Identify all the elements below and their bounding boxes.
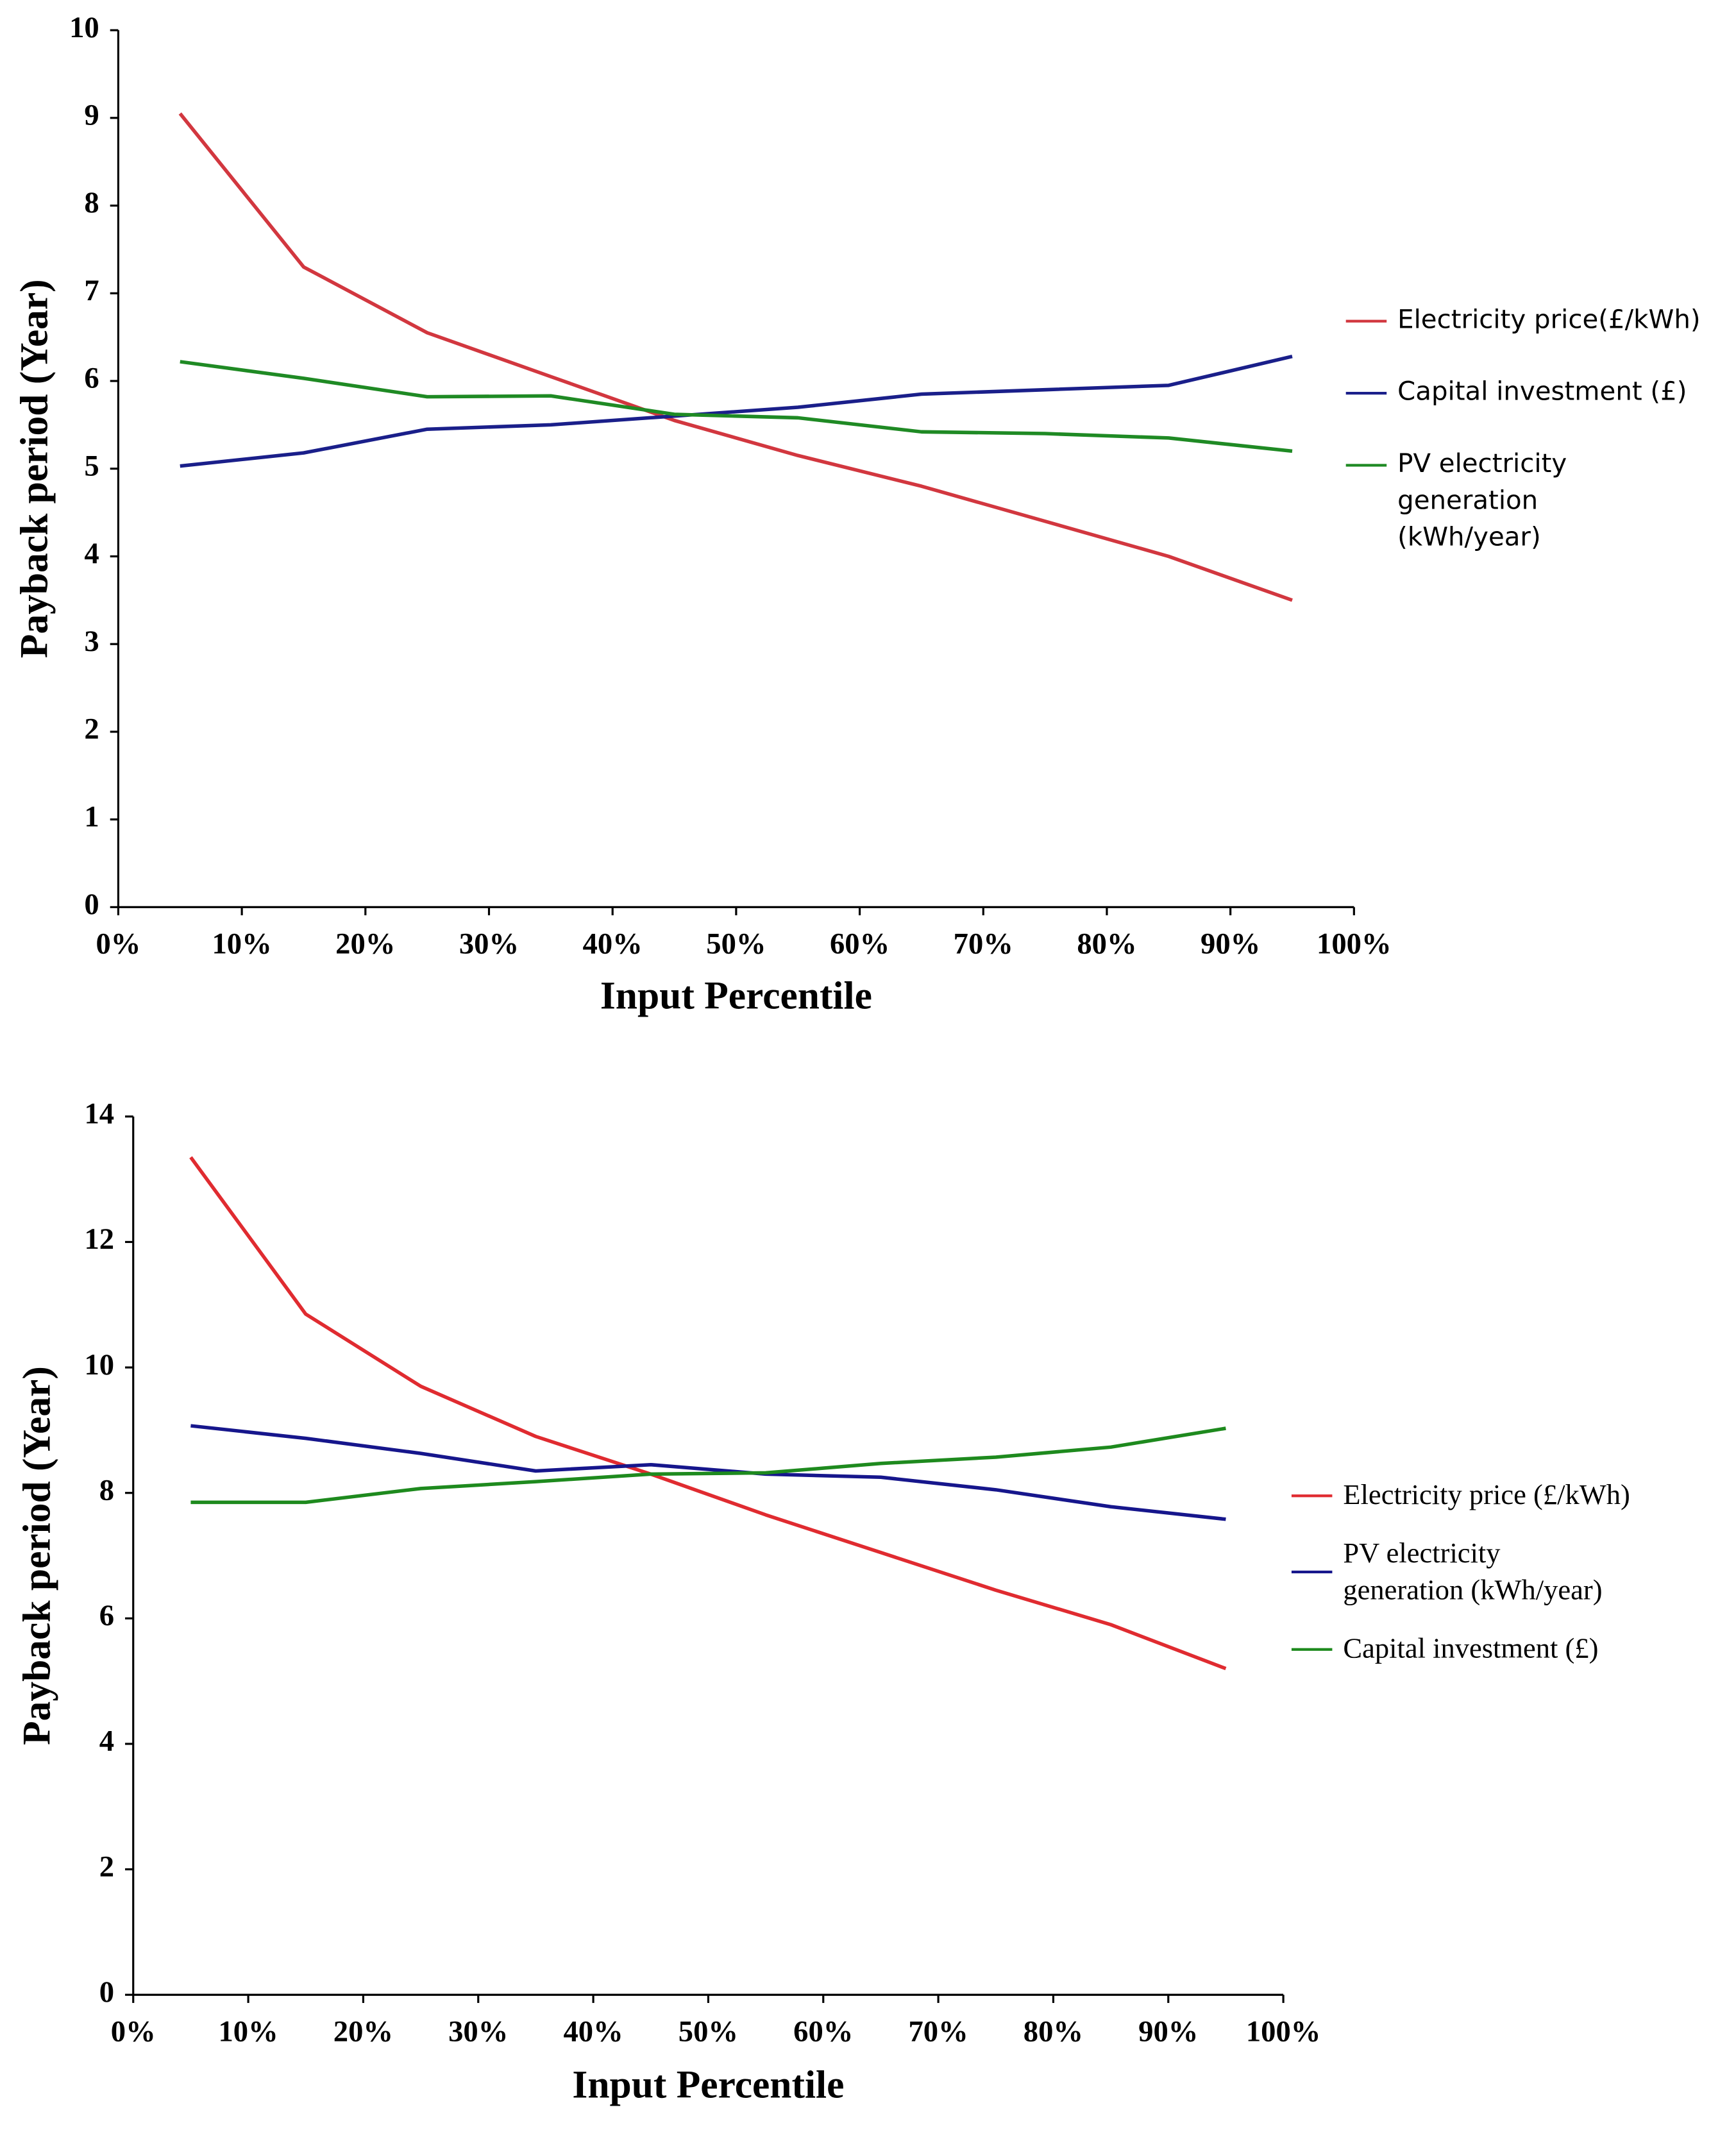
series-line: [190, 1426, 1226, 1505]
legend-swatch: [1291, 1647, 1333, 1650]
y-tick-label: 0: [84, 888, 99, 921]
x-tick-label: 30%: [448, 2015, 508, 2048]
x-tick-label: 20%: [333, 2015, 393, 2048]
y-tick-label: 4: [84, 537, 99, 570]
series-line: [178, 112, 1293, 602]
legend-box: Electricity price (£/kWh) PV electricity …: [1291, 1477, 1736, 1668]
legend-swatch: [1345, 464, 1387, 467]
y-tick-label: 9: [84, 99, 99, 132]
x-axis-title: Input Percentile: [600, 974, 872, 1018]
series-line: [180, 355, 1293, 468]
legend-label: PV electricity generation (kWh/year): [1343, 1536, 1603, 1606]
x-tick-label: 30%: [459, 927, 519, 961]
legend-label: Capital investment (£): [1397, 376, 1687, 407]
y-tick-label: 4: [99, 1725, 114, 1758]
x-tick-label: 60%: [830, 927, 889, 961]
y-tick-label: 5: [84, 449, 99, 482]
x-tick-label: 10%: [218, 2015, 278, 2048]
legend-swatch: [1345, 391, 1387, 395]
chart: 0 2 4 6 8 10 12 14 0% 10% 20% 30% 40% 50% 60% 70% 80% 90%…: [15, 1097, 1736, 2107]
legend-label: Capital investment (£): [1343, 1632, 1599, 1665]
legend-item: Capital investment (£): [1345, 374, 1736, 410]
y-tick-label: 8: [84, 186, 99, 219]
y-tick-label: 0: [99, 1975, 114, 2009]
legend-box: Electricity price(£/kWh) Capital investme…: [1345, 302, 1736, 557]
x-tick-label: 100%: [1246, 2015, 1321, 2048]
y-tick-label: 1: [84, 800, 99, 833]
x-tick-label: 80%: [1024, 2015, 1083, 2048]
x-tick-label: 100%: [1317, 927, 1392, 961]
y-tick-label: 7: [84, 274, 99, 307]
x-tick-label: 50%: [706, 927, 766, 961]
x-tick-label: 20%: [335, 927, 395, 961]
y-axis-title: Payback period (Year): [15, 1366, 59, 1745]
y-tick-label: 2: [99, 1850, 114, 1883]
x-tick-label: 60%: [793, 2015, 853, 2048]
y-tick-label: 6: [84, 362, 99, 395]
y-tick-label: 6: [99, 1599, 114, 1632]
y-tick-label: 2: [84, 713, 99, 746]
series-line: [180, 360, 1293, 453]
y-axis-title: Payback period (Year): [12, 279, 56, 658]
legend-swatch: [1291, 1494, 1333, 1497]
x-tick-label: 90%: [1138, 2015, 1198, 2048]
legend-swatch: [1291, 1570, 1333, 1574]
legend-label: PV electricity generation (kWh/year): [1397, 449, 1567, 553]
legend: Electricity price(£/kWh) Capital investme…: [1345, 302, 1736, 557]
x-tick-label: 40%: [583, 927, 643, 961]
x-tick-label: 90%: [1201, 927, 1260, 961]
x-tick-label: 50%: [678, 2015, 738, 2048]
x-tick-label: 70%: [908, 2015, 968, 2048]
series-line: [190, 1424, 1226, 1521]
y-tick-label: 8: [99, 1473, 114, 1507]
legend-item: PV electricity generation (kWh/year): [1345, 446, 1736, 557]
x-tick-label: 0%: [111, 2015, 156, 2048]
y-tick-label: 3: [84, 625, 99, 658]
x-tick-label: 0%: [96, 927, 140, 961]
legend: Electricity price (£/kWh) PV electricity …: [1291, 1477, 1736, 1668]
legend-item: Electricity price(£/kWh): [1345, 302, 1736, 339]
legend-item: Electricity price (£/kWh): [1291, 1477, 1736, 1514]
series-line: [189, 1156, 1227, 1671]
legend-item: PV electricity generation (kWh/year): [1291, 1535, 1736, 1609]
x-tick-label: 80%: [1077, 927, 1136, 961]
legend-item: Capital investment (£): [1291, 1630, 1736, 1667]
x-tick-label: 40%: [563, 2015, 623, 2048]
x-axis-title: Input Percentile: [572, 2063, 844, 2107]
legend-swatch: [1345, 319, 1387, 323]
x-tick-label: 10%: [212, 927, 271, 961]
x-tick-label: 70%: [954, 927, 1013, 961]
legend-label: Electricity price (£/kWh): [1343, 1478, 1630, 1511]
y-tick-label: 10: [84, 1348, 114, 1381]
y-tick-label: 12: [84, 1222, 114, 1256]
y-tick-label: 14: [84, 1097, 114, 1131]
y-tick-label: 10: [69, 11, 99, 44]
legend-label: Electricity price(£/kWh): [1397, 305, 1701, 335]
